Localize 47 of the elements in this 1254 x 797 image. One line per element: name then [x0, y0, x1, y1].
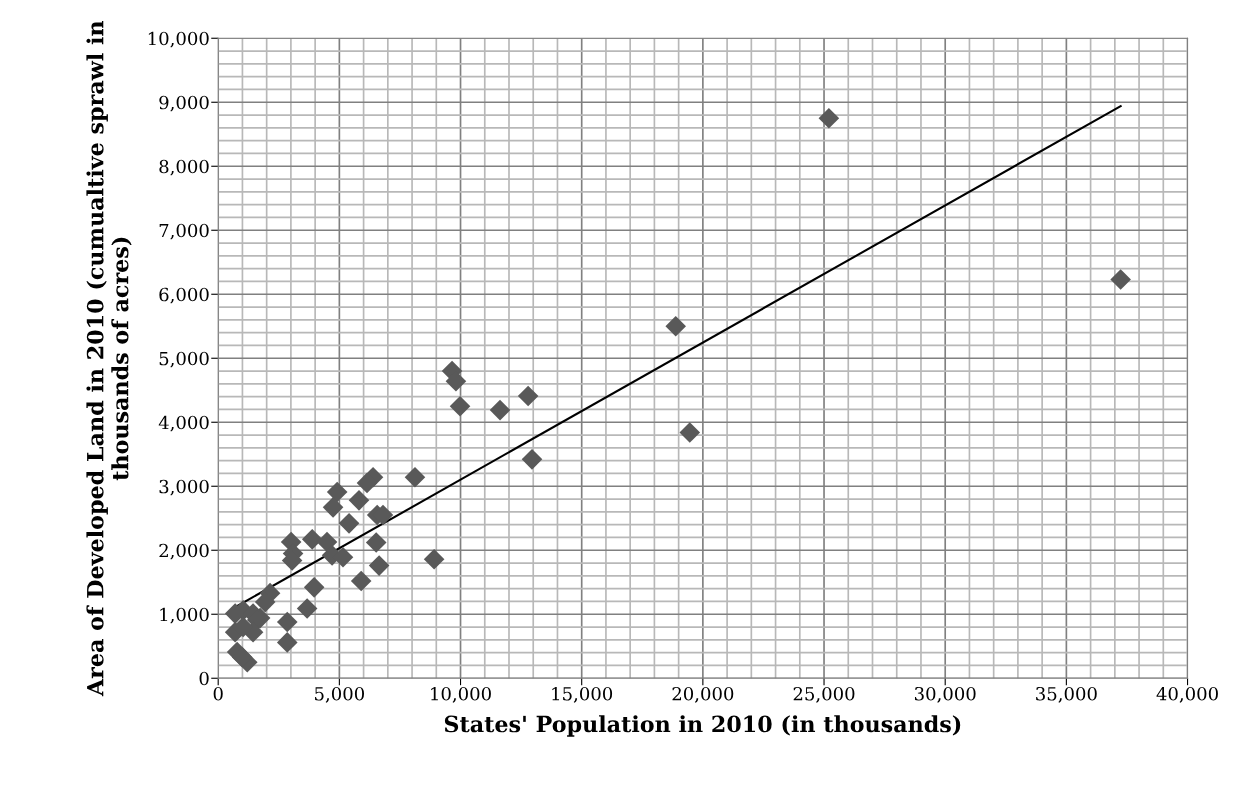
point [365, 532, 387, 553]
point [316, 531, 338, 553]
point [326, 481, 348, 503]
point [818, 107, 840, 129]
point [665, 315, 687, 337]
point [368, 555, 390, 576]
y-tick-label: 9,000 [159, 95, 209, 112]
y-tick-label: 2,000 [159, 543, 209, 560]
x-tick-label: 35,000 [1036, 686, 1097, 703]
point [303, 577, 325, 598]
y-tick-label: 8,000 [159, 159, 209, 176]
point [276, 611, 298, 633]
y-tick-label: 7,000 [159, 223, 209, 240]
point [517, 385, 539, 407]
y-tick-label: 1,000 [160, 607, 209, 624]
y-tick-label: 4,000 [158, 415, 209, 432]
point [338, 513, 360, 534]
y-tick-label: 5,000 [159, 351, 209, 368]
y-tick-label: 3,000 [159, 479, 209, 496]
y-tick-label: 10,000 [148, 31, 209, 48]
x-tick-label: 25,000 [793, 686, 855, 703]
point [276, 632, 298, 653]
point [356, 472, 378, 494]
point [489, 399, 511, 421]
point [449, 395, 471, 417]
x-tick-label: 15,000 [552, 686, 613, 703]
x-tick-label: 40,000 [1156, 686, 1218, 703]
point [322, 497, 344, 518]
x-tick-label: 20,000 [672, 686, 734, 703]
y-tick-label: 0 [199, 671, 209, 686]
point [231, 646, 253, 668]
y-tick-label: 6,000 [159, 287, 209, 304]
y-axis-title: Area of Developed Land in 2010 (cumualtive sprawl in thousands of acres) [86, 20, 132, 697]
x-tick-label: 10,000 [431, 686, 491, 703]
point [296, 598, 318, 619]
point [301, 529, 323, 550]
x-axis-title: States' Population in 2010 (in thousands) [444, 715, 961, 737]
point [423, 548, 445, 570]
point [1110, 269, 1131, 290]
point [679, 422, 701, 443]
point [350, 570, 372, 592]
x-tick-label: 0 [213, 686, 223, 701]
point [348, 490, 370, 511]
x-tick-label: 30,000 [914, 686, 976, 703]
point [521, 449, 543, 470]
x-tick-label: 5,000 [315, 686, 365, 703]
point [404, 466, 426, 488]
